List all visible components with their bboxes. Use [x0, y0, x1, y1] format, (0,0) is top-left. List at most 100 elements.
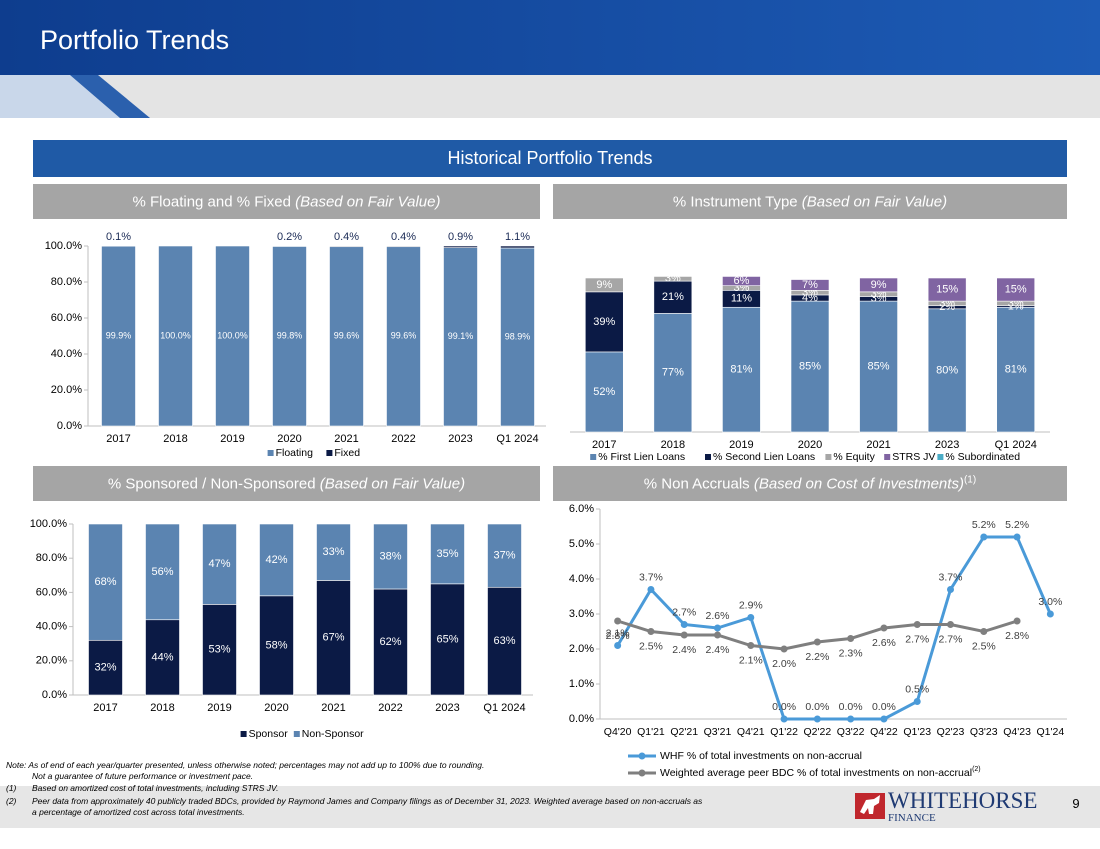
title-note: (Based on Cost of Investments) [754, 475, 964, 492]
x-tick-label: 2017 [93, 702, 117, 714]
y-tick-label: 4.0% [569, 573, 594, 585]
series-point [614, 642, 622, 649]
bar-segment [101, 245, 136, 427]
data-label: 0.2% [277, 231, 302, 243]
data-label: 2.7% [905, 633, 929, 645]
x-tick-label: 2022 [391, 433, 415, 445]
x-tick-label: Q3'22 [837, 726, 865, 738]
data-label: 15% [1005, 283, 1027, 295]
data-label: 2.8% [1005, 630, 1029, 642]
y-tick-label: 0.0% [57, 420, 82, 432]
data-label: 3% [665, 273, 681, 285]
section-header [33, 184, 540, 219]
data-label: 5.2% [972, 519, 996, 531]
series-point [680, 621, 688, 628]
x-tick-label: Q1'23 [903, 726, 931, 738]
banner [33, 140, 1067, 177]
bar-segment [158, 245, 193, 427]
data-label: 2.5% [639, 640, 663, 652]
banner-title: Historical Portfolio Trends [447, 148, 652, 168]
data-label: 99.6% [334, 331, 360, 341]
y-tick-label: 6.0% [569, 503, 594, 515]
data-label: 0.9% [448, 231, 473, 243]
data-label: 7% [802, 279, 818, 291]
section-title: % Sponsored / Non-Sponsored (Based on Fa… [108, 475, 465, 492]
bar-segment [215, 245, 250, 427]
section-title: % Instrument Type (Based on Fair Value) [673, 193, 947, 210]
title: % Sponsored / Non-Sponsored [108, 475, 320, 492]
data-label: 3.7% [639, 571, 663, 583]
series-point [813, 638, 821, 646]
footnotes: (1) Based on amortized cost of total inv… [6, 783, 703, 817]
data-label: 2.9% [739, 599, 763, 611]
x-tick-label: 2020 [277, 433, 301, 445]
bar-segment [653, 276, 693, 282]
x-tick-label: 2021 [334, 433, 358, 445]
bar-segment [996, 277, 1036, 302]
legend-swatch [705, 454, 711, 460]
bar-segment [500, 247, 535, 427]
data-label: 62% [379, 636, 401, 648]
data-label: 47% [208, 558, 230, 570]
series-point [647, 586, 655, 593]
x-tick-label: 2018 [661, 439, 685, 451]
data-label: 2.5% [972, 640, 996, 652]
footnote-marker: (1) [6, 783, 17, 793]
x-tick-label: 2021 [321, 702, 345, 714]
legend-swatch [326, 450, 333, 456]
series-point [747, 614, 755, 621]
x-tick-label: 2017 [592, 439, 616, 451]
x-tick-label: Q1'22 [770, 726, 798, 738]
data-label: 99.6% [391, 331, 417, 341]
section-title: % Non Accruals (Based on Cost of Investm… [644, 474, 976, 492]
data-label: 100.0% [160, 330, 191, 340]
y-tick-label: 1.0% [569, 678, 594, 690]
legend-label: % Second Lien Loans [713, 451, 815, 463]
legend-label: Sponsor [249, 728, 289, 740]
data-label: 0.0% [772, 701, 796, 713]
data-label: 100.0% [217, 330, 248, 340]
y-tick-label: 0.0% [569, 713, 594, 725]
legend-marker [638, 752, 646, 760]
footnote-ref: (1) [964, 474, 976, 485]
bar-segment [443, 247, 478, 427]
data-label: 2.7% [939, 633, 963, 645]
header-bar [0, 0, 1100, 75]
data-label: 58% [265, 639, 287, 651]
data-label: 85% [868, 360, 890, 372]
data-label: 53% [208, 644, 230, 656]
legend-swatch [590, 454, 597, 460]
series-point [913, 698, 921, 705]
x-tick-label: Q1 2024 [995, 439, 1037, 451]
bar-segment [145, 619, 180, 696]
data-label: 3.0% [1038, 596, 1062, 608]
data-label: 39% [593, 316, 615, 328]
logo-sub: FINANCE [888, 812, 936, 824]
series-point [614, 617, 622, 625]
y-tick-label: 5.0% [569, 538, 594, 550]
data-label: 52% [593, 386, 615, 398]
section-title: % Floating and % Fixed (Based on Fair Va… [133, 193, 441, 210]
bar-segment [653, 280, 693, 314]
data-label: 77% [662, 367, 684, 379]
x-tick-label: Q1 2024 [483, 702, 525, 714]
x-tick-label: 2022 [378, 702, 402, 714]
x-tick-label: Q2'23 [937, 726, 965, 738]
series-point [647, 628, 655, 635]
data-label: 32% [94, 662, 116, 674]
data-label: 67% [322, 632, 344, 644]
series-point [847, 715, 855, 723]
legend-label: WHF % of total investments on non-accrua… [660, 750, 862, 762]
bar-segment [790, 300, 830, 433]
legend-name: Weighted average peer BDC % of total inv… [660, 767, 972, 779]
x-tick-label: Q2'21 [670, 726, 698, 738]
series-point [1013, 533, 1021, 541]
data-label: 0.1% [106, 231, 131, 243]
y-tick-label: 3.0% [569, 608, 594, 620]
series-point [680, 631, 688, 639]
title: % Floating and % Fixed [133, 193, 296, 210]
bar-segment [88, 639, 123, 696]
legend-label: Weighted average peer BDC % of total inv… [660, 766, 981, 779]
x-tick-label: Q2'22 [804, 726, 832, 738]
data-label: 99.8% [277, 331, 303, 341]
